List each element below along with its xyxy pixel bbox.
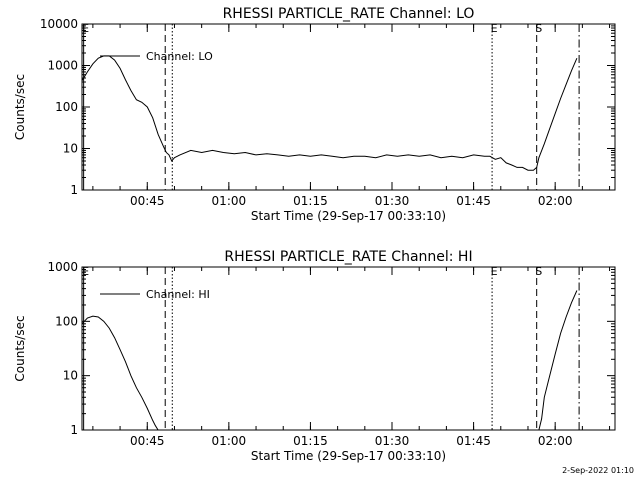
- event-marker-label: S: [535, 22, 542, 35]
- event-marker-label: E: [491, 22, 498, 35]
- x-tick-label: 01:00: [212, 434, 247, 448]
- y-tick-label: 1000: [47, 59, 78, 73]
- event-marker-label: E: [82, 22, 89, 35]
- chart-panel-2: RHESSI PARTICLE_RATE Channel: HI Counts/s…: [13, 249, 616, 463]
- series-line: [538, 290, 578, 430]
- y-axis-label: Counts/sec: [13, 74, 27, 140]
- x-tick-label: 01:45: [456, 194, 491, 208]
- y-tick-label: 1000: [47, 260, 78, 274]
- plot-frame: [81, 266, 616, 431]
- y-tick-label: 100: [55, 314, 78, 328]
- x-axis-label: Start Time (29-Sep-17 00:33:10): [251, 449, 446, 463]
- legend-label: Channel: HI: [146, 288, 210, 301]
- y-tick-label: 10000: [40, 17, 78, 31]
- chart-title: RHESSI PARTICLE_RATE Channel: LO: [223, 6, 475, 22]
- x-tick-label: 00:45: [130, 434, 165, 448]
- event-marker-label: E: [82, 265, 89, 278]
- series-line: [82, 315, 159, 430]
- x-tick-label: 01:15: [293, 194, 328, 208]
- y-tick-label: 100: [55, 100, 78, 114]
- plot-frame: [81, 23, 616, 191]
- y-tick-label: 1: [70, 423, 78, 437]
- x-tick-label: 02:00: [538, 194, 573, 208]
- y-axis-label: Counts/sec: [13, 315, 27, 381]
- x-tick-label: 01:15: [293, 434, 328, 448]
- event-marker-label: S: [535, 265, 542, 278]
- x-tick-label: 00:45: [130, 194, 165, 208]
- footer-date: 2-Sep-2022 01:10: [562, 466, 634, 475]
- x-axis-label: Start Time (29-Sep-17 00:33:10): [251, 209, 446, 223]
- x-tick-label: 02:00: [538, 434, 573, 448]
- event-marker-label: E: [491, 265, 498, 278]
- chart-title: RHESSI PARTICLE_RATE Channel: HI: [224, 249, 472, 265]
- series-line: [82, 55, 578, 171]
- legend-label: Channel: LO: [146, 50, 213, 63]
- y-tick-label: 1: [70, 183, 78, 197]
- chart-panel-1: RHESSI PARTICLE_RATE Channel: LO Counts/s…: [13, 6, 616, 223]
- x-tick-label: 01:00: [212, 194, 247, 208]
- x-tick-label: 01:30: [375, 194, 410, 208]
- x-tick-label: 01:45: [456, 434, 491, 448]
- y-tick-label: 10: [63, 369, 78, 383]
- y-tick-label: 10: [63, 142, 78, 156]
- x-tick-label: 01:30: [375, 434, 410, 448]
